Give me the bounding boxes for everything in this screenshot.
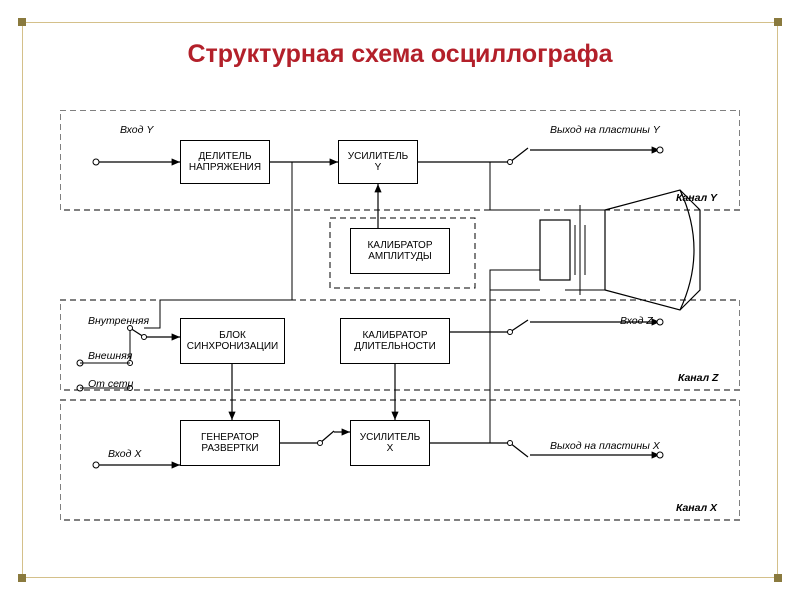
corner-marker [18, 18, 26, 26]
channel-label: Канал Z [678, 372, 718, 384]
channel-label: Канал Y [676, 192, 717, 204]
io-label: Внешняя [88, 350, 132, 362]
io-label: Вход Y [120, 124, 153, 136]
block-ampY: УСИЛИТЕЛЬY [338, 140, 418, 184]
io-label: Выход на пластины X [550, 440, 660, 452]
io-label: Внутренняя [88, 315, 149, 327]
block-sweep: ГЕНЕРАТОРРАЗВЕРТКИ [180, 420, 280, 466]
page-title: Структурная схема осциллографа [80, 40, 720, 69]
io-label: Вход X [108, 448, 141, 460]
block-diagram: Канал Y Канал Z Канал X ДЕЛИТЕЛЬНАПРЯЖЕНИЯ У… [60, 110, 740, 550]
block-divider: ДЕЛИТЕЛЬНАПРЯЖЕНИЯ [180, 140, 270, 184]
block-calDur: КАЛИБРАТОРДЛИТЕЛЬНОСТИ [340, 318, 450, 364]
corner-marker [774, 18, 782, 26]
io-label: Выход на пластины Y [550, 124, 660, 136]
channel-label: Канал X [676, 502, 717, 514]
block-calAmp: КАЛИБРАТОРАМПЛИТУДЫ [350, 228, 450, 274]
block-sync: БЛОКСИНХРОНИЗАЦИИ [180, 318, 285, 364]
corner-marker [774, 574, 782, 582]
block-ampX: УСИЛИТЕЛЬX [350, 420, 430, 466]
io-label: От сети [88, 378, 133, 390]
corner-marker [18, 574, 26, 582]
io-label: Вход Z [620, 315, 653, 327]
